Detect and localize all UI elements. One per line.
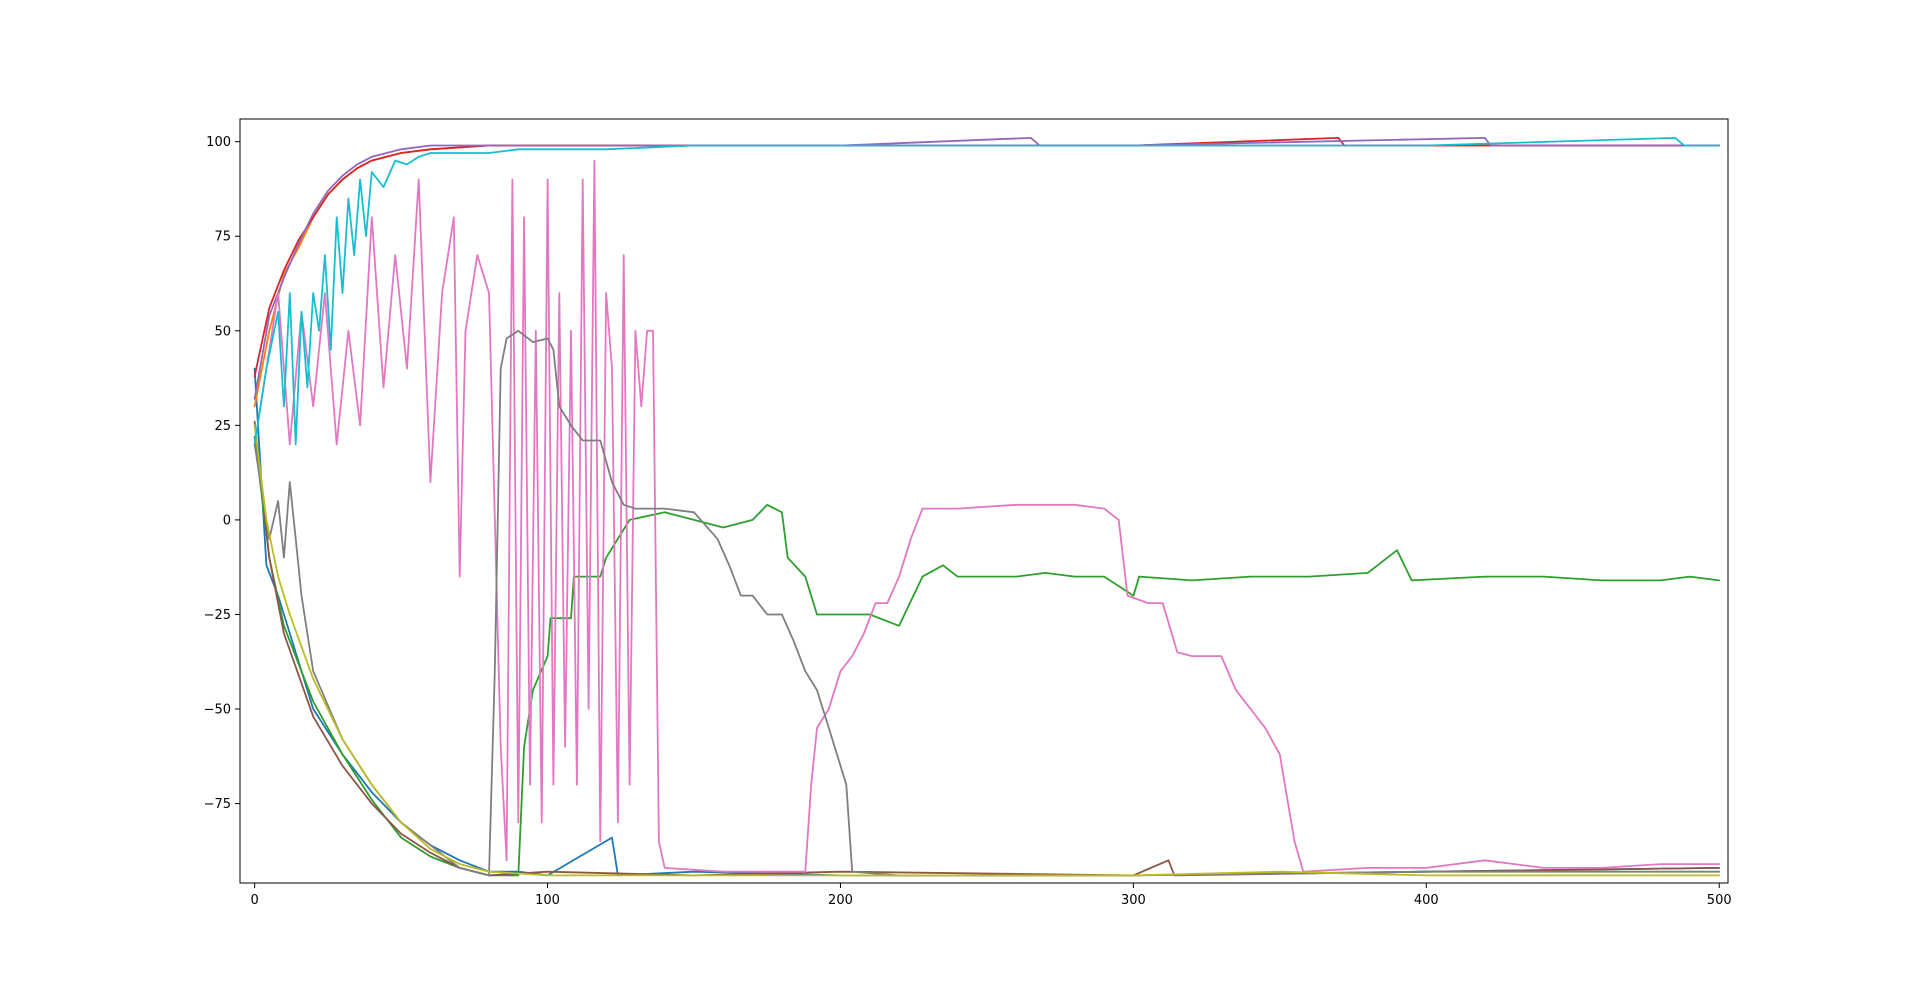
x-tick-label: 100 xyxy=(535,893,560,908)
y-tick-label: 50 xyxy=(214,324,231,339)
y-tick-label: 75 xyxy=(214,230,231,245)
x-tick-label: 300 xyxy=(1121,893,1146,908)
x-tick-label: 400 xyxy=(1414,893,1439,908)
series-line-5 xyxy=(253,136,1721,400)
series-line-1 xyxy=(253,367,1721,877)
y-tick-label: 100 xyxy=(206,135,231,150)
y-tick-label: 25 xyxy=(214,419,231,434)
x-tick-label: 500 xyxy=(1707,893,1732,908)
series-line-6 xyxy=(253,420,1721,877)
y-tick-label: −25 xyxy=(204,608,231,623)
y-axis: −75 −50 −25 0 25 50 75 100 xyxy=(204,135,240,812)
y-tick-label: −50 xyxy=(204,703,231,718)
series-line-8 xyxy=(253,329,1721,877)
x-tick-label: 0 xyxy=(251,893,259,908)
x-tick-label: 200 xyxy=(828,893,853,908)
y-tick-label: 0 xyxy=(223,513,231,528)
series-line-7 xyxy=(253,159,1721,873)
axes-frame xyxy=(239,118,1729,884)
series-line-3 xyxy=(253,435,1721,877)
series-layer xyxy=(253,136,1721,877)
x-axis: 0 100 200 300 400 500 xyxy=(251,883,1732,908)
series-line-10 xyxy=(253,136,1721,446)
series-line-9 xyxy=(253,424,1721,877)
y-tick-label: −75 xyxy=(204,797,231,812)
series-line-4 xyxy=(253,136,1721,378)
plot-area xyxy=(239,118,1729,884)
